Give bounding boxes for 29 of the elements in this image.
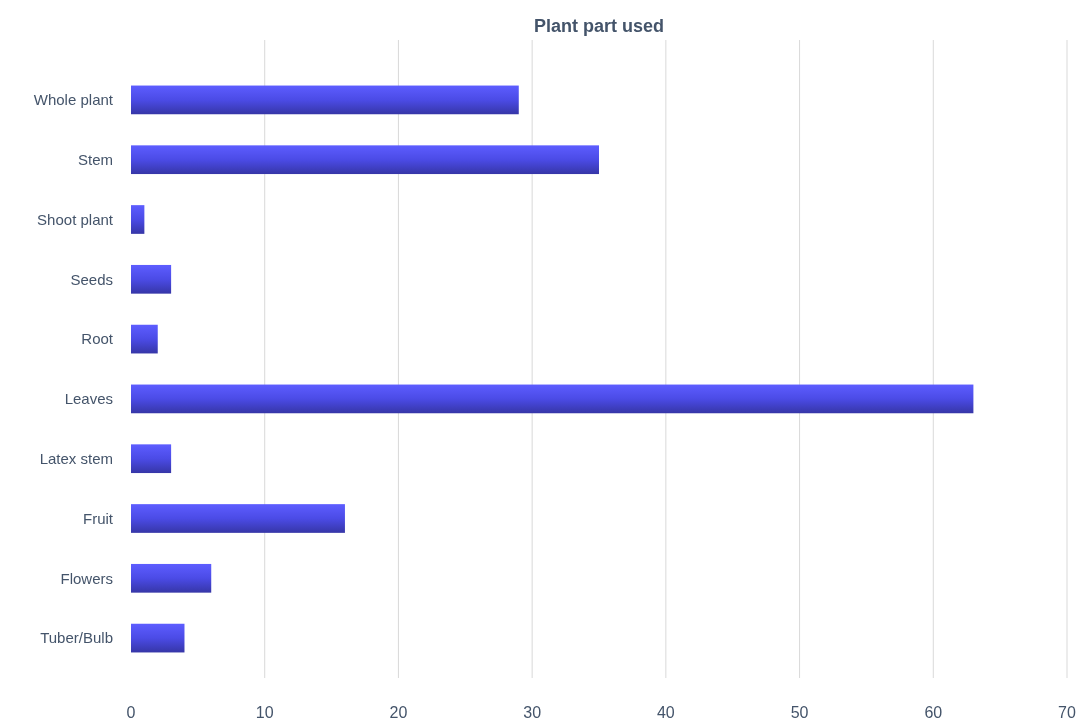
- y-tick-label: Shoot plant: [37, 210, 114, 228]
- y-tick-label: Flowers: [60, 569, 113, 587]
- x-tick-label: 40: [656, 704, 675, 721]
- x-tick-label: 60: [924, 704, 943, 721]
- x-tick-label: 10: [255, 704, 274, 721]
- y-tick-label: Stem: [77, 150, 113, 168]
- y-tick-label: Tuber/Bulb: [40, 629, 113, 647]
- y-tick-label: Latex stem: [39, 449, 113, 467]
- x-tick-label: 30: [523, 704, 542, 721]
- y-tick-label: Leaves: [64, 390, 113, 408]
- x-tick-label: 70: [1058, 704, 1076, 721]
- x-tick-label: 20: [389, 704, 408, 721]
- bar: [131, 205, 145, 234]
- y-tick-label: Fruit: [83, 509, 114, 527]
- bar: [131, 504, 345, 533]
- y-tick-label: Whole plant: [33, 91, 114, 109]
- x-tick-label: 0: [126, 704, 136, 721]
- bar: [131, 145, 599, 175]
- chart-title: Plant part used: [533, 16, 665, 36]
- bar: [131, 85, 519, 115]
- bar: [131, 264, 172, 294]
- y-tick-label: Seeds: [70, 270, 113, 288]
- bar: [131, 563, 212, 593]
- bar: [131, 384, 974, 414]
- bar: [131, 444, 172, 474]
- bar: [131, 623, 185, 653]
- bar: [131, 324, 158, 354]
- y-tick-label: Root: [81, 330, 114, 348]
- x-tick-label: 50: [790, 704, 809, 721]
